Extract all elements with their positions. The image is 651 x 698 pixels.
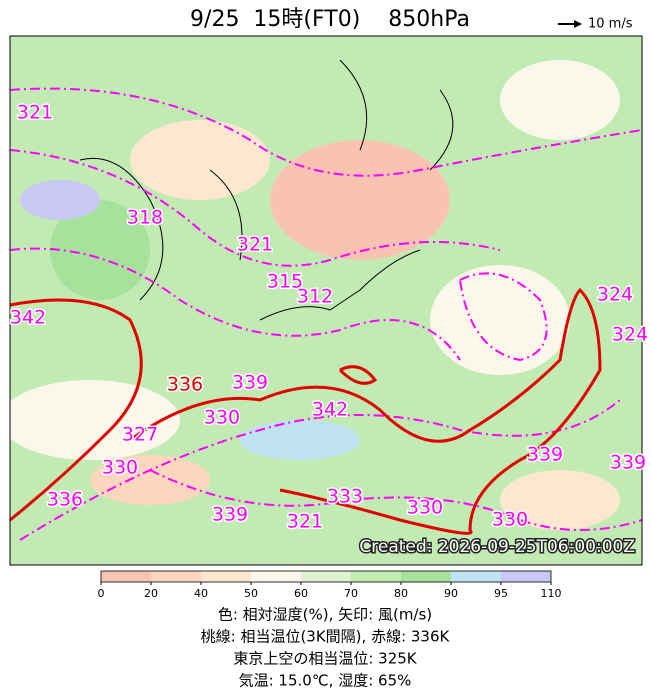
colorbar-tick-label: 60 xyxy=(294,587,308,600)
contour-label: 336 xyxy=(47,489,83,511)
colorbar-segment xyxy=(101,571,151,582)
contour-label: 315 xyxy=(267,271,303,293)
contour-label: 312 xyxy=(297,286,333,308)
caption-line: 色: 相対湿度(%), 矢印: 風(m/s) xyxy=(218,606,432,624)
colorbar-segment xyxy=(501,571,551,582)
contour-label: 321 xyxy=(17,102,53,124)
contour-label: 342 xyxy=(10,307,46,329)
contour-label: 321 xyxy=(287,511,323,533)
created-stamp: Created: 2026-09-25T06:00:00Z xyxy=(359,537,635,557)
colorbar-tick-label: 70 xyxy=(344,587,358,600)
contour-label: 339 xyxy=(232,372,268,394)
colorbar-tick-label: 95 xyxy=(494,587,508,600)
colorbar-segment xyxy=(301,571,351,582)
contour-label: 336 xyxy=(167,374,203,396)
colorbar-segment xyxy=(201,571,251,582)
contour-label: 333 xyxy=(327,486,363,508)
contour-label: 339 xyxy=(212,504,248,526)
contour-label: 324 xyxy=(597,284,633,306)
contour-label: 339 xyxy=(527,444,563,466)
colorbar: 0 20 40 50 60 70 80 90 95 110 xyxy=(98,570,562,600)
colorbar-tick-label: 20 xyxy=(144,587,158,600)
colorbar-tick-label: 40 xyxy=(194,587,208,600)
colorbar-frame xyxy=(100,570,552,583)
colorbar-tick-label: 110 xyxy=(541,587,562,600)
contour-label: 339 xyxy=(610,452,646,474)
contour-label: 330 xyxy=(492,509,528,531)
colorbar-tick-label: 50 xyxy=(244,587,258,600)
colorbar-segment xyxy=(251,571,301,582)
caption: 色: 相対湿度(%), 矢印: 風(m/s) 桃線: 相当温位(3K間隔), 赤線… xyxy=(201,606,451,690)
caption-line: 東京上空の相当温位: 325K xyxy=(233,650,417,668)
wind-scale: 10 m/s xyxy=(588,17,633,32)
contour-label: 321 xyxy=(237,234,273,256)
colorbar-tick-label: 90 xyxy=(444,587,458,600)
colorbar-segment xyxy=(401,571,451,582)
contour-label: 330 xyxy=(204,407,240,429)
contour-label: 330 xyxy=(102,457,138,479)
contour-label: 327 xyxy=(122,424,158,446)
colorbar-tick-label: 0 xyxy=(98,587,105,600)
contour-label: 318 xyxy=(127,207,163,229)
scale-arrow-head xyxy=(574,20,582,28)
contour-label: 324 xyxy=(612,324,648,346)
contour-label: 342 xyxy=(312,399,348,421)
colorbar-segment xyxy=(451,571,501,582)
title: 9/25 15時(FT0) 850hPa xyxy=(190,7,470,32)
colorbar-tick-label: 80 xyxy=(394,587,408,600)
contour-label: 330 xyxy=(407,497,443,519)
caption-line: 気温: 15.0℃, 湿度: 65% xyxy=(239,672,412,690)
caption-line: 桃線: 相当温位(3K間隔), 赤線: 336K xyxy=(201,628,451,646)
colorbar-segment xyxy=(351,571,401,582)
colorbar-segment xyxy=(151,571,201,582)
